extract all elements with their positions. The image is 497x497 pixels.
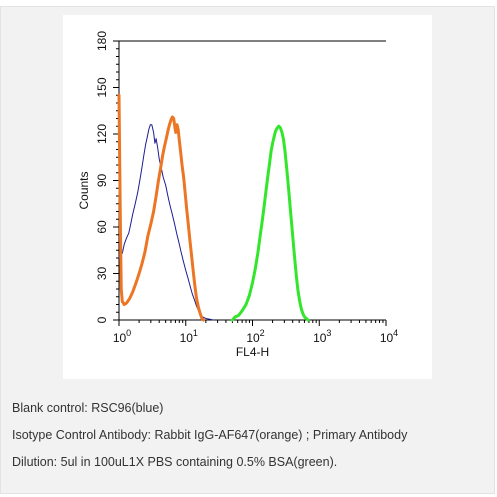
y-axis-label: Counts [77, 171, 91, 209]
histogram-line-orange [117, 93, 206, 322]
y-tick-label: 30 [95, 267, 109, 281]
caption-line-blank-control: Blank control: RSC96(blue) [12, 401, 164, 415]
x-tick-label: 102 [246, 328, 264, 345]
histogram-figure: 0 30 60 90 120 150 180 100 101 102 103 104 FL4-H Coun… [63, 15, 432, 379]
x-tick-base: 10 [313, 331, 327, 345]
histogram-line-green [230, 124, 310, 322]
y-tick-label: 150 [95, 77, 109, 97]
x-tick-base: 10 [246, 331, 260, 345]
y-tick-label: 120 [95, 124, 109, 144]
caption-line-isotype-control: Isotype Control Antibody: Rabbit IgG-AF6… [12, 428, 408, 442]
x-axis-label: FL4-H [236, 345, 269, 359]
y-tick-label: 180 [95, 31, 109, 51]
x-tick-label: 104 [380, 328, 398, 345]
figure-card: 0 30 60 90 120 150 180 100 101 102 103 104 FL4-H Coun… [0, 6, 495, 494]
y-tick-label: 90 [95, 174, 109, 188]
x-tick-exponent: 1 [193, 328, 198, 338]
x-tick-base: 10 [380, 331, 394, 345]
x-tick-base: 10 [113, 331, 127, 345]
caption: Blank control: RSC96(blue) Isotype Contr… [12, 395, 487, 476]
y-tick-label: 60 [95, 220, 109, 234]
caption-line-dilution: Dilution: 5ul in 100uL1X PBS containing … [12, 455, 338, 469]
x-tick-exponent: 0 [126, 328, 131, 338]
x-tick-label: 103 [313, 328, 331, 345]
x-tick-label: 101 [180, 328, 198, 345]
x-tick-exponent: 4 [393, 328, 398, 338]
x-tick-exponent: 2 [260, 328, 265, 338]
x-tick-base: 10 [180, 331, 194, 345]
y-tick-label: 0 [95, 316, 109, 323]
x-tick-exponent: 3 [326, 328, 331, 338]
x-tick-label: 100 [113, 328, 131, 345]
